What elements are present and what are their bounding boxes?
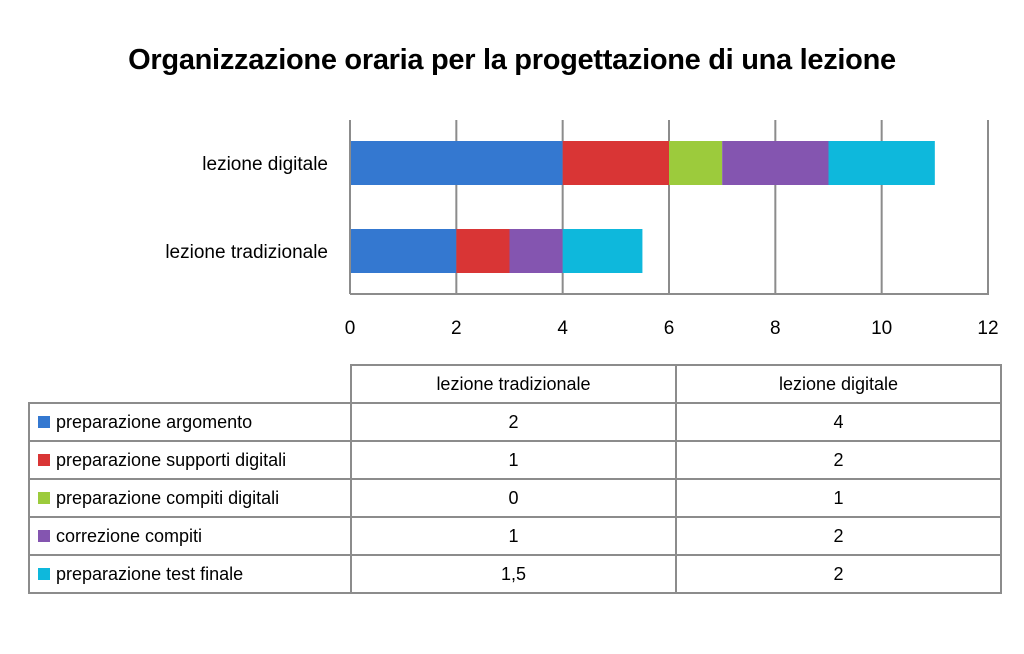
table-row: preparazione compiti digitali 0 1 xyxy=(28,478,1002,518)
category-label-lezione-digitale: lezione digitale xyxy=(202,154,328,175)
table-row: preparazione test finale 1,5 2 xyxy=(28,554,1002,594)
table-body: preparazione argomento 2 4 preparazione sup… xyxy=(28,402,1002,594)
legend-swatch xyxy=(38,567,50,580)
chart-title: Organizzazione oraria per la progettazio… xyxy=(128,44,896,76)
table-cell-value: 1 xyxy=(350,440,677,480)
legend-entry: preparazione compiti digitali xyxy=(28,478,352,518)
bar-lezione-tradizionale-preparazione-argomento xyxy=(350,229,457,273)
table-corner-cell xyxy=(29,365,352,404)
legend-entry: correzione compiti xyxy=(28,516,352,556)
table-cell-value: 2 xyxy=(675,554,1002,594)
table-row: preparazione supporti digitali 1 2 xyxy=(28,440,1002,480)
table-cell-value: 2 xyxy=(675,516,1002,556)
table-row: correzione compiti 1 2 xyxy=(28,516,1002,556)
axes xyxy=(349,120,989,295)
legend-swatch xyxy=(38,491,50,504)
x-tick-label: 8 xyxy=(770,318,781,339)
legend-swatch xyxy=(38,415,50,428)
table-cell-value: 1 xyxy=(675,478,1002,518)
bar-lezione-tradizionale-preparazione-test-finale xyxy=(562,229,643,273)
x-tick-label: 2 xyxy=(451,318,462,339)
x-tick-label: 10 xyxy=(871,318,892,339)
bar-lezione-digitale-preparazione-compiti-digitali xyxy=(669,141,723,185)
category-label-lezione-tradizionale: lezione tradizionale xyxy=(165,242,328,263)
legend-swatch xyxy=(38,453,50,466)
x-tick-label: 6 xyxy=(664,318,675,339)
table-column-header: lezione tradizionale xyxy=(350,364,677,404)
x-tick-label: 0 xyxy=(345,318,356,339)
table-cell-value: 2 xyxy=(350,402,677,442)
bar-lezione-digitale-preparazione-supporti-digitali xyxy=(562,141,669,185)
stacked-bar-chart: 0 2 4 6 8 10 12 lezione tradizionale lezione dig… xyxy=(165,120,999,339)
table-row: preparazione argomento 2 4 xyxy=(28,402,1002,442)
legend-label: preparazione compiti digitali xyxy=(56,487,280,508)
bars xyxy=(350,141,935,273)
table-cell-value: 2 xyxy=(675,440,1002,480)
bar-lezione-tradizionale-preparazione-supporti-digitali xyxy=(456,229,510,273)
table-header-row: lezione tradizionale lezione digitale xyxy=(29,364,1002,404)
table-cell-value: 0 xyxy=(350,478,677,518)
legend-swatch xyxy=(38,529,50,542)
data-table: lezione tradizionale lezione digitale pre… xyxy=(28,364,1002,594)
table-cell-value: 1,5 xyxy=(350,554,677,594)
bar-lezione-digitale-correzione-compiti xyxy=(722,141,829,185)
x-tick-label: 12 xyxy=(977,318,998,339)
legend-label: preparazione test finale xyxy=(56,563,244,584)
legend-label: preparazione supporti digitali xyxy=(56,449,287,470)
table-cell-value: 4 xyxy=(675,402,1002,442)
legend-label: correzione compiti xyxy=(56,525,203,546)
table-header: lezione tradizionale lezione digitale xyxy=(29,364,1002,404)
legend-entry: preparazione test finale xyxy=(28,554,352,594)
axis-labels: 0 2 4 6 8 10 12 lezione tradizionale lezione dig… xyxy=(165,154,998,339)
table-column-header: lezione digitale xyxy=(675,364,1002,404)
legend-entry: preparazione argomento xyxy=(28,402,352,442)
x-tick-label: 4 xyxy=(557,318,568,339)
legend-label: preparazione argomento xyxy=(56,411,253,432)
table-cell-value: 1 xyxy=(350,516,677,556)
legend-entry: preparazione supporti digitali xyxy=(28,440,352,480)
bar-lezione-digitale-preparazione-test-finale xyxy=(828,141,935,185)
bar-lezione-tradizionale-correzione-compiti xyxy=(509,229,563,273)
bar-lezione-digitale-preparazione-argomento xyxy=(350,141,563,185)
